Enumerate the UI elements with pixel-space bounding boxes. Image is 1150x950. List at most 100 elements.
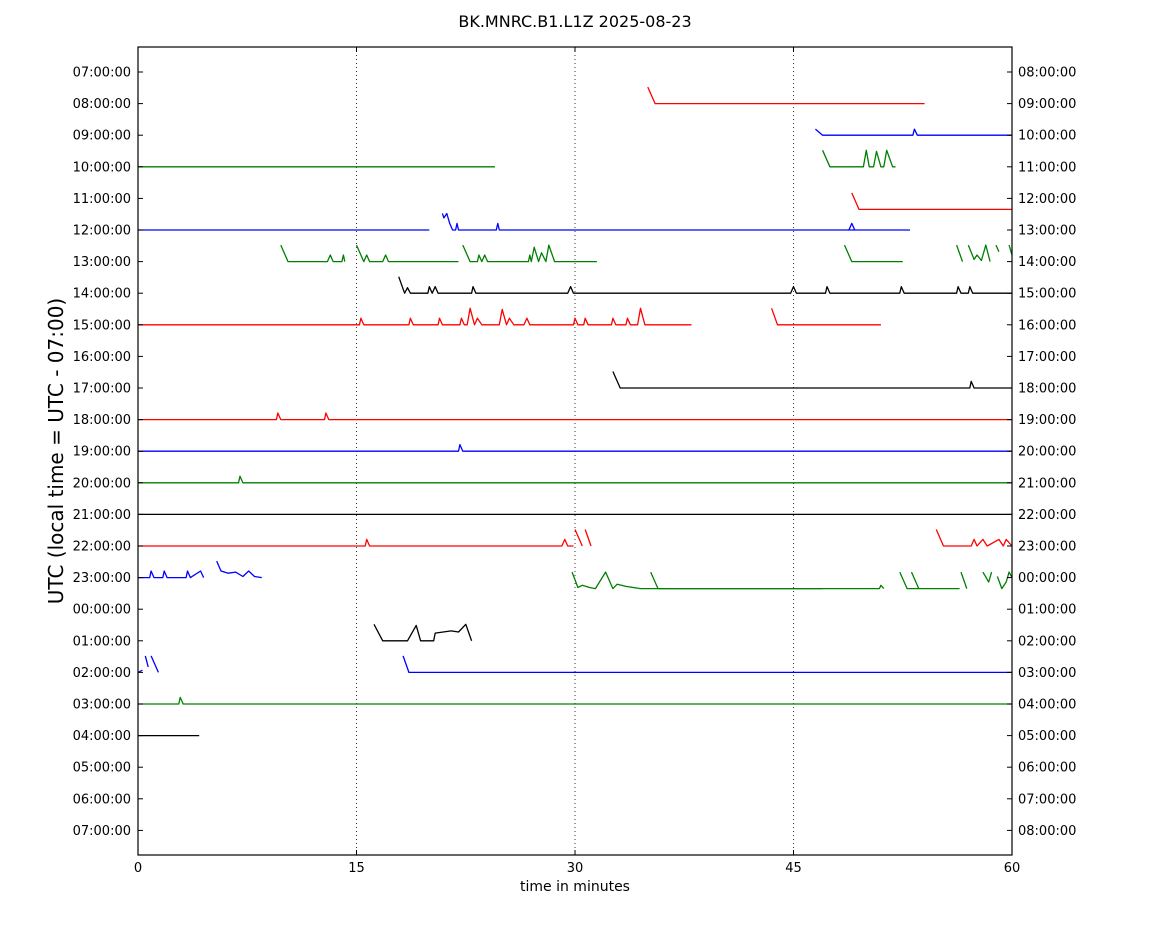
seismic-traces [137,86,1013,737]
trace-29 [216,560,262,579]
trace-18 [770,308,881,326]
trace-36 [996,571,1013,590]
trace-10 [462,244,597,263]
left-tick-label-20: 03:00:00 [73,698,131,713]
trace-1 [814,128,1012,136]
trace-11 [843,244,903,263]
trace-28 [138,570,205,579]
trace-25 [574,529,583,547]
right-tick-label-21: 05:00:00 [1018,729,1076,744]
trace-37 [373,623,473,642]
right-tick-label-3: 11:00:00 [1018,160,1076,175]
right-tick-label-13: 21:00:00 [1018,476,1076,491]
left-tick-label-16: 23:00:00 [73,571,131,586]
right-tick-label-12: 20:00:00 [1018,445,1076,460]
right-tick-label-0: 08:00:00 [1018,66,1076,81]
right-tick-label-20: 04:00:00 [1018,698,1076,713]
x-tick-label-15: 15 [348,861,365,876]
trace-34 [960,571,968,589]
trace-6 [441,212,910,231]
trace-12 [955,244,964,262]
trace-19 [612,371,1012,389]
right-tick-label-14: 22:00:00 [1018,508,1076,523]
left-tick-label-24: 07:00:00 [73,824,131,839]
left-tick-label-22: 05:00:00 [73,761,131,776]
left-tick-label-4: 11:00:00 [73,192,131,207]
left-tick-label-0: 07:00:00 [73,66,131,81]
right-tick-label-19: 03:00:00 [1018,666,1076,681]
right-tick-label-15: 23:00:00 [1018,540,1076,555]
right-tick-label-6: 14:00:00 [1018,255,1076,270]
trace-38 [144,655,149,668]
trace-0 [647,86,925,105]
x-tick-label-60: 60 [1004,861,1021,876]
trace-22 [138,475,1012,484]
left-tick-label-8: 15:00:00 [73,318,131,333]
left-tick-label-12: 19:00:00 [73,445,131,460]
left-axis-ticks: 07:00:00 08:00:00 09:00:00 10:00:00 11:00:00… [73,66,143,839]
trace-7 [848,222,856,231]
trace-8 [280,244,346,263]
x-tick-label-0: 0 [134,861,142,876]
left-tick-label-19: 02:00:00 [73,666,131,681]
x-axis-label: time in minutes [520,879,630,895]
right-tick-label-23: 07:00:00 [1018,792,1076,807]
right-tick-label-17: 01:00:00 [1018,603,1076,618]
x-tick-label-30: 30 [567,861,584,876]
trace-21 [138,443,1012,452]
left-tick-label-3: 10:00:00 [73,160,131,175]
trace-30 [571,571,823,590]
right-tick-label-4: 12:00:00 [1018,192,1076,207]
left-tick-label-7: 14:00:00 [73,287,131,302]
y-axis-label: UTC (local time = UTC - 07:00) [44,298,68,604]
trace-3 [822,149,896,168]
right-tick-label-11: 19:00:00 [1018,413,1076,428]
trace-16 [398,276,1012,294]
right-axis-ticks: 08:00:00 09:00:00 10:00:00 11:00:00 12:00:00… [1007,66,1076,839]
trace-26 [584,529,592,547]
trace-39 [150,655,159,673]
right-tick-label-10: 18:00:00 [1018,382,1076,397]
left-tick-label-9: 16:00:00 [73,350,131,365]
right-tick-label-9: 17:00:00 [1018,350,1076,365]
right-tick-label-22: 06:00:00 [1018,761,1076,776]
right-tick-label-18: 02:00:00 [1018,634,1076,649]
chart-title: BK.MNRC.B1.L1Z 2025-08-23 [458,12,691,31]
trace-24 [138,538,574,547]
trace-31 [650,571,885,590]
trace-17 [138,307,692,326]
left-tick-label-6: 13:00:00 [73,255,131,270]
trace-14 [995,244,1000,252]
left-tick-label-15: 22:00:00 [73,540,131,555]
right-tick-label-24: 08:00:00 [1018,824,1076,839]
left-tick-label-5: 12:00:00 [73,224,131,239]
right-tick-label-7: 15:00:00 [1018,287,1076,302]
right-tick-label-8: 16:00:00 [1018,318,1076,333]
trace-35 [982,571,993,583]
left-tick-label-2: 09:00:00 [73,129,131,144]
left-tick-label-18: 01:00:00 [73,634,131,649]
left-tick-label-11: 18:00:00 [73,413,131,428]
trace-9 [355,244,459,263]
trace-41 [138,696,1012,705]
right-tick-label-5: 13:00:00 [1018,224,1076,239]
left-tick-label-13: 20:00:00 [73,476,131,491]
left-tick-label-23: 06:00:00 [73,792,131,807]
x-tick-label-45: 45 [785,861,802,876]
left-tick-label-21: 04:00:00 [73,729,131,744]
right-tick-label-2: 10:00:00 [1018,129,1076,144]
trace-27 [935,529,1013,547]
left-tick-label-17: 00:00:00 [73,603,131,618]
right-tick-label-16: 00:00:00 [1018,571,1076,586]
x-axis-ticks: 0 15 30 45 60 [134,47,1020,876]
trace-40 [402,655,1012,674]
trace-20 [138,412,1012,421]
right-tick-label-1: 09:00:00 [1018,97,1076,112]
trace-13 [967,244,991,262]
left-tick-label-10: 17:00:00 [73,382,131,397]
trace-33 [910,571,960,590]
trace-4 [851,192,1012,211]
left-tick-label-14: 21:00:00 [73,508,131,523]
trace-32 [899,571,919,590]
